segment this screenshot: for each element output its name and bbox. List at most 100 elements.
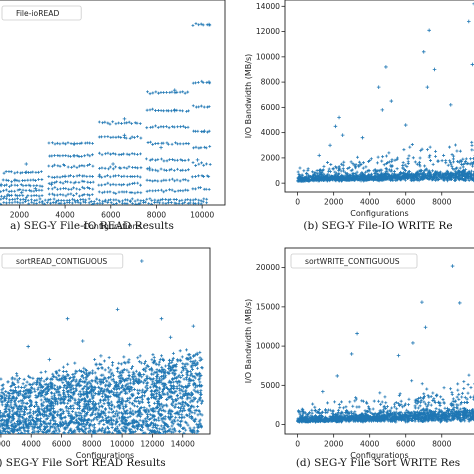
band-marker xyxy=(90,153,94,157)
cloud-marker xyxy=(35,401,39,405)
cloud-marker xyxy=(186,373,190,377)
band-marker xyxy=(111,152,115,155)
cloud-marker xyxy=(106,395,110,399)
data-point xyxy=(6,192,10,197)
cloud-marker xyxy=(64,426,68,430)
band-marker xyxy=(109,198,112,202)
band-marker xyxy=(1,178,5,182)
cloud-marker xyxy=(459,176,463,180)
band-marker xyxy=(162,168,166,172)
band-marker xyxy=(100,153,104,157)
band-marker xyxy=(88,141,92,145)
cloud-marker xyxy=(39,391,43,395)
band-marker xyxy=(206,105,209,109)
cloud-marker xyxy=(111,393,115,397)
cloud-marker xyxy=(98,405,102,409)
cloud-marker xyxy=(188,426,192,430)
cloud-marker xyxy=(18,427,22,431)
band-marker xyxy=(72,175,76,178)
cloud-marker xyxy=(427,169,431,173)
cloud-marker xyxy=(178,424,182,428)
cloud-marker xyxy=(137,377,141,381)
cloud-marker xyxy=(40,404,44,408)
cloud-marker xyxy=(3,423,7,427)
band-marker xyxy=(58,193,62,196)
data-point xyxy=(140,259,144,263)
cloud-marker xyxy=(3,396,7,400)
cloud-marker xyxy=(7,407,11,411)
band-marker xyxy=(64,142,67,146)
cloud-marker xyxy=(105,389,109,393)
cloud-marker xyxy=(181,362,185,366)
band-marker xyxy=(137,202,140,205)
band-marker xyxy=(176,125,179,129)
band-marker xyxy=(180,198,184,202)
x-tick-label: 8000 xyxy=(147,211,166,220)
cloud-marker xyxy=(1,386,5,390)
band-marker xyxy=(85,141,89,145)
data-point xyxy=(376,85,381,89)
band-marker xyxy=(119,153,123,156)
cloud-marker xyxy=(150,358,154,362)
band-marker xyxy=(18,188,22,191)
band-marker xyxy=(170,142,174,146)
cloud-marker xyxy=(151,353,155,357)
data-point xyxy=(317,153,322,158)
band-marker xyxy=(64,187,68,190)
cloud-marker xyxy=(12,405,16,409)
band-marker xyxy=(167,126,171,130)
cloud-marker xyxy=(73,401,77,405)
cloud-marker xyxy=(52,375,56,379)
cloud-marker xyxy=(80,397,84,401)
cloud-marker xyxy=(387,151,391,155)
cloud-marker xyxy=(140,428,144,432)
band-marker xyxy=(155,200,159,204)
cloud-marker xyxy=(31,427,35,431)
band-marker xyxy=(202,175,206,178)
cloud-marker xyxy=(466,161,470,165)
cloud-marker xyxy=(121,377,125,381)
cloud-marker xyxy=(73,430,77,434)
cloud-marker xyxy=(373,171,377,175)
cloud-marker xyxy=(123,388,127,392)
cloud-marker xyxy=(197,383,201,387)
cloud-marker xyxy=(107,356,111,360)
cloud-marker xyxy=(158,369,162,373)
cloud-marker xyxy=(376,172,380,176)
cloud-marker xyxy=(186,353,190,357)
cloud-marker xyxy=(22,377,26,381)
band-marker xyxy=(10,180,14,184)
data-point xyxy=(337,115,341,120)
cloud-marker xyxy=(361,176,365,180)
cloud-marker xyxy=(83,425,87,429)
cloud-marker xyxy=(12,399,16,403)
cloud-marker xyxy=(39,417,43,421)
cloud-marker xyxy=(195,408,199,412)
cloud-marker xyxy=(108,422,112,426)
cloud-marker xyxy=(433,171,437,175)
chart-panel-3: 2000400060008000100001200014000Configura… xyxy=(0,247,211,469)
cloud-marker xyxy=(443,177,447,181)
band-marker xyxy=(40,178,44,181)
band-marker xyxy=(159,167,163,171)
cloud-marker xyxy=(115,367,119,371)
cloud-marker xyxy=(180,397,184,401)
cloud-marker xyxy=(363,174,367,178)
cloud-marker xyxy=(181,395,185,399)
cloud-marker xyxy=(161,420,165,424)
cloud-marker xyxy=(120,396,124,400)
cloud-marker xyxy=(382,178,386,182)
cloud-marker xyxy=(183,363,187,367)
band-marker xyxy=(13,189,17,193)
cloud-marker xyxy=(171,422,175,426)
band-marker xyxy=(92,200,96,204)
cloud-marker xyxy=(181,392,185,396)
cloud-marker xyxy=(71,404,75,408)
cloud-marker xyxy=(401,163,405,167)
band-marker xyxy=(199,199,203,203)
cloud-marker xyxy=(166,367,170,371)
cloud-marker xyxy=(158,357,162,361)
cloud-marker xyxy=(77,403,81,407)
cloud-marker xyxy=(17,390,21,394)
cloud-marker xyxy=(95,377,99,381)
